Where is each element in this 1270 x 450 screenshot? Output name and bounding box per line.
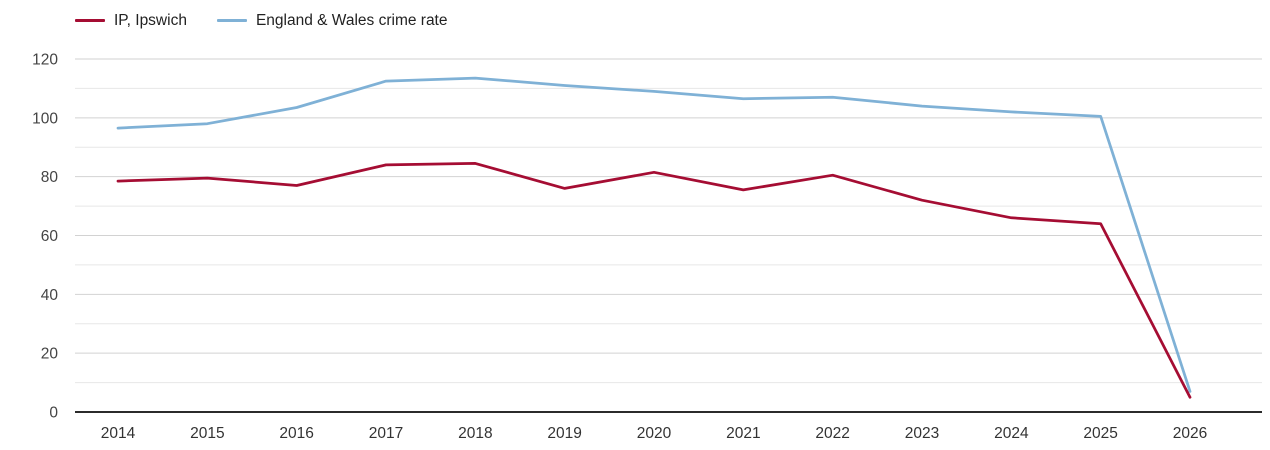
legend-label-england-wales: England & Wales crime rate — [255, 12, 448, 29]
x-tick-label-2014: 2014 — [101, 425, 136, 442]
x-tick-label-2026: 2026 — [1173, 425, 1207, 442]
x-tick-label-2025: 2025 — [1083, 425, 1117, 442]
x-tick-label-2016: 2016 — [279, 425, 313, 442]
y-tick-label-60: 60 — [41, 228, 59, 245]
legend-item-ipswich[interactable]: IP, Ipswich — [75, 13, 187, 29]
ipswich-series-swatch-icon — [75, 19, 105, 23]
x-tick-label-2017: 2017 — [369, 425, 403, 442]
chart-legend: IP, Ipswich England & Wales crime rate — [75, 13, 448, 29]
y-tick-label-120: 120 — [32, 52, 58, 69]
x-tick-label-2018: 2018 — [458, 425, 492, 442]
y-tick-label-20: 20 — [41, 346, 59, 363]
x-tick-label-2019: 2019 — [547, 425, 581, 442]
x-tick-label-2023: 2023 — [905, 425, 939, 442]
y-tick-label-40: 40 — [41, 287, 59, 304]
legend-label-ipswich: IP, Ipswich — [114, 12, 187, 29]
legend-item-england-wales[interactable]: England & Wales crime rate — [216, 12, 448, 29]
y-tick-label-80: 80 — [41, 169, 59, 186]
series-line-ip-ipswich — [116, 162, 1192, 399]
x-tick-label-2021: 2021 — [726, 425, 760, 442]
x-tick-label-2022: 2022 — [815, 425, 849, 442]
x-tick-label-2020: 2020 — [637, 425, 672, 442]
y-tick-label-100: 100 — [32, 110, 58, 127]
england-wales-series-swatch-icon — [216, 19, 247, 23]
x-tick-label-2024: 2024 — [994, 425, 1029, 442]
y-tick-label-0: 0 — [49, 405, 58, 422]
x-tick-label-2015: 2015 — [190, 425, 224, 442]
series-line-england-wales-crime-rate — [116, 76, 1192, 393]
